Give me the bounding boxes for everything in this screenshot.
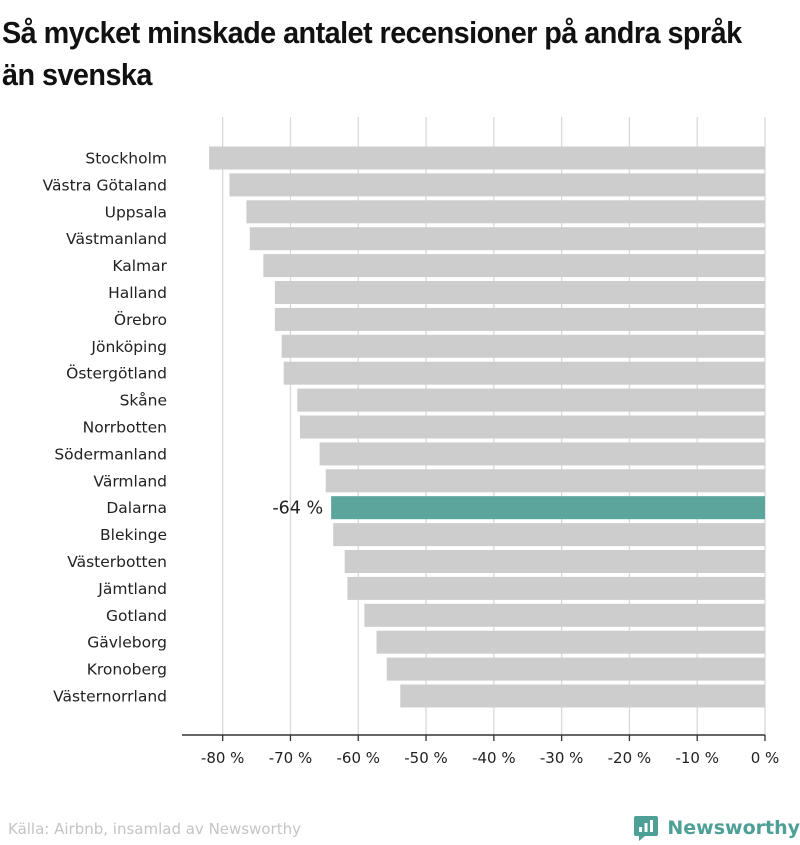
chart-title: Så mycket minskade antalet recensioner p… [2,15,742,92]
bar-gävleborg [376,630,765,654]
bar-kalmar [263,254,765,278]
data-label: -64 % [272,499,323,519]
bar-halland [274,281,765,304]
category-label: Jönköping [90,338,167,356]
bar-jönköping [281,334,765,358]
category-label: Gotland [106,607,167,625]
category-label: Gävleborg [87,634,167,652]
bar-chart: Stockholm Västra Götaland Uppsala Västmanla… [43,117,780,767]
category-label: Västmanland [66,230,167,248]
bar-dalarna [331,496,765,520]
x-tick-label: 0 % [751,749,780,767]
x-tick-label: -40 % [472,749,516,767]
category-label: Östergötland [66,364,167,383]
category-label: Örebro [114,310,167,329]
category-label: Blekinge [100,526,167,544]
brand-logo: Newsworthy [633,813,800,843]
category-label: Dalarna [106,499,167,517]
bar-västra-götaland [229,173,765,197]
category-label: Norrbotten [83,419,167,437]
bar-jämtland [347,576,765,600]
bar-uppsala [246,200,765,224]
category-label: Jämtland [97,580,167,598]
brand-name: Newsworthy [667,817,800,839]
bar-blekinge [333,523,765,547]
category-label: Skåne [120,392,167,410]
category-label: Västernorrland [53,688,167,706]
x-tick-label: -80 % [201,749,245,767]
category-label: Stockholm [85,150,167,168]
bar-södermanland [319,442,765,466]
x-tick-label: -70 % [269,749,313,767]
category-label: Södermanland [54,445,167,463]
x-tick-label: -20 % [608,749,652,767]
x-tick-label: -60 % [336,749,380,767]
bar-örebro [274,307,765,331]
bar-västernorrland [400,684,765,708]
bar-stockholm [209,146,765,170]
bar-värmland [325,469,765,493]
category-label: Västra Götaland [43,176,167,194]
category-label: Halland [108,284,167,302]
bar-norrbotten [299,415,765,439]
category-label: Uppsala [105,203,167,221]
category-label: Kalmar [112,257,167,275]
bar-kronoberg [386,657,765,681]
x-tick-label: -10 % [675,749,719,767]
category-label: Västerbotten [67,553,167,571]
bar-gotland [364,603,765,627]
bar-västmanland [249,227,765,251]
bar-västerbotten [344,550,765,573]
bar-östergötland [283,361,765,385]
newsworthy-logo-icon [634,816,659,841]
category-label: Värmland [93,472,167,490]
bar-skåne [297,388,765,412]
source-note: Källa: Airbnb, insamlad av Newsworthy [8,820,301,838]
category-label: Kronoberg [87,661,167,679]
x-tick-label: -30 % [540,749,584,767]
x-tick-label: -50 % [404,749,448,767]
